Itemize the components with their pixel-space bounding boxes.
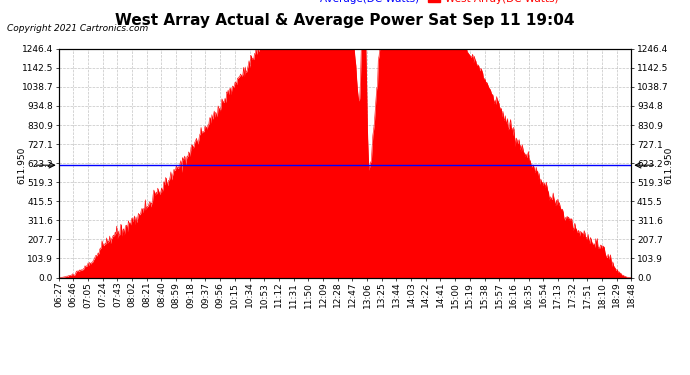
Text: West Array Actual & Average Power Sat Sep 11 19:04: West Array Actual & Average Power Sat Se… — [115, 13, 575, 28]
Text: 611.950: 611.950 — [664, 147, 673, 184]
Text: Copyright 2021 Cartronics.com: Copyright 2021 Cartronics.com — [7, 24, 148, 33]
Legend: Average(DC Watts), West Array(DC Watts): Average(DC Watts), West Array(DC Watts) — [299, 0, 562, 8]
Text: 611.950: 611.950 — [17, 147, 26, 184]
